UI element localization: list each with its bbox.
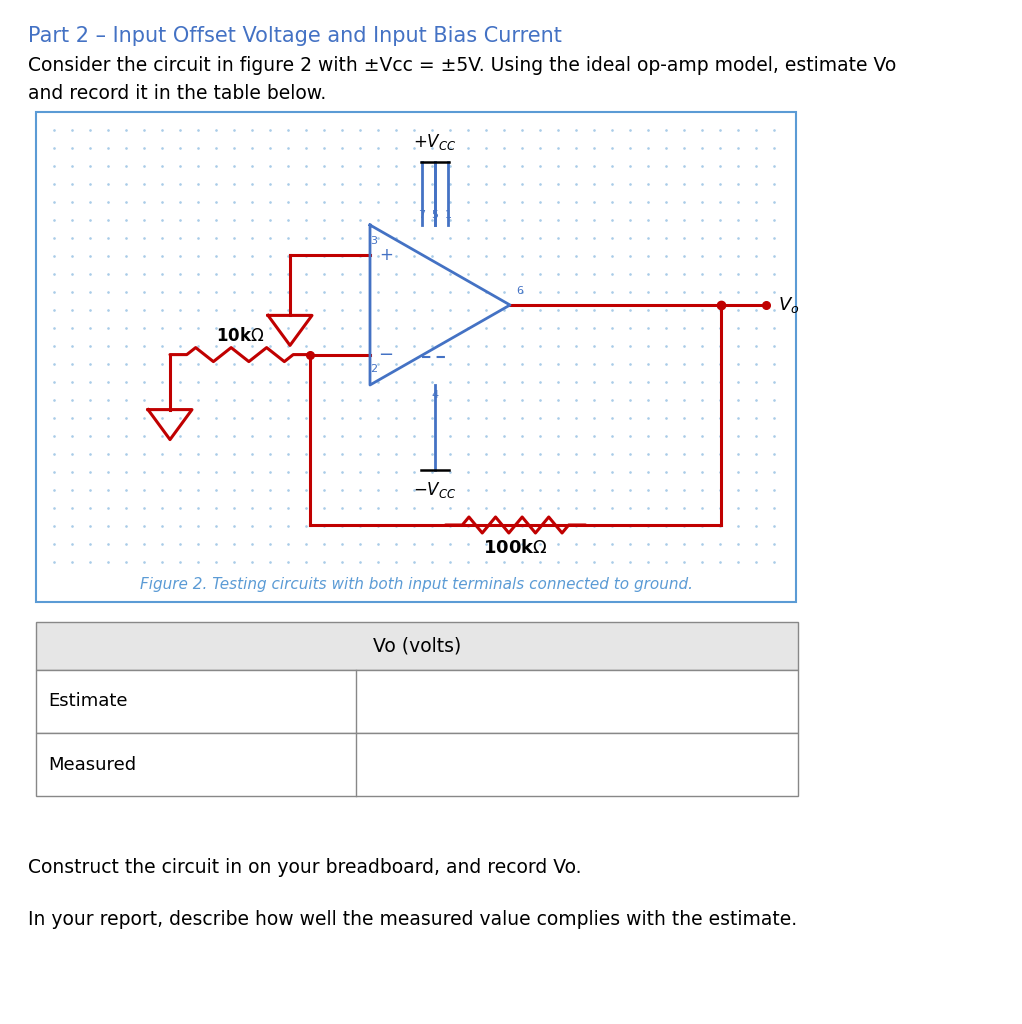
Text: 2: 2 xyxy=(370,364,377,374)
Text: 5: 5 xyxy=(431,210,438,220)
Text: 3: 3 xyxy=(371,237,377,247)
Text: 7: 7 xyxy=(418,210,425,220)
Text: Consider the circuit in figure 2 with ±Vcc = ±5V. Using the ideal op-amp model, : Consider the circuit in figure 2 with ±V… xyxy=(28,56,896,75)
Text: and record it in the table below.: and record it in the table below. xyxy=(28,84,326,103)
Text: 10k$\Omega$: 10k$\Omega$ xyxy=(216,327,264,345)
Text: Figure 2. Testing circuits with both input terminals connected to ground.: Figure 2. Testing circuits with both inp… xyxy=(139,577,693,592)
Bar xyxy=(36,733,798,796)
Text: Estimate: Estimate xyxy=(48,692,128,711)
Bar xyxy=(36,622,798,670)
Bar xyxy=(36,670,798,733)
Text: In your report, describe how well the measured value complies with the estimate.: In your report, describe how well the me… xyxy=(28,910,797,929)
Text: Part 2 – Input Offset Voltage and Input Bias Current: Part 2 – Input Offset Voltage and Input … xyxy=(28,26,562,46)
Text: Construct the circuit in on your breadboard, and record Vo.: Construct the circuit in on your breadbo… xyxy=(28,858,582,877)
Text: Vo (volts): Vo (volts) xyxy=(373,637,461,655)
Text: 4: 4 xyxy=(431,390,438,400)
Text: 100k$\Omega$: 100k$\Omega$ xyxy=(483,539,548,557)
Text: Measured: Measured xyxy=(48,756,136,773)
Text: $V_o$: $V_o$ xyxy=(778,295,799,315)
Text: −: − xyxy=(378,346,393,364)
Text: $-V_{CC}$: $-V_{CC}$ xyxy=(413,480,457,500)
Text: $+V_{CC}$: $+V_{CC}$ xyxy=(413,132,457,152)
Text: +: + xyxy=(379,247,392,264)
Bar xyxy=(36,112,796,602)
Text: 6: 6 xyxy=(516,286,523,296)
Text: 1: 1 xyxy=(445,210,452,220)
